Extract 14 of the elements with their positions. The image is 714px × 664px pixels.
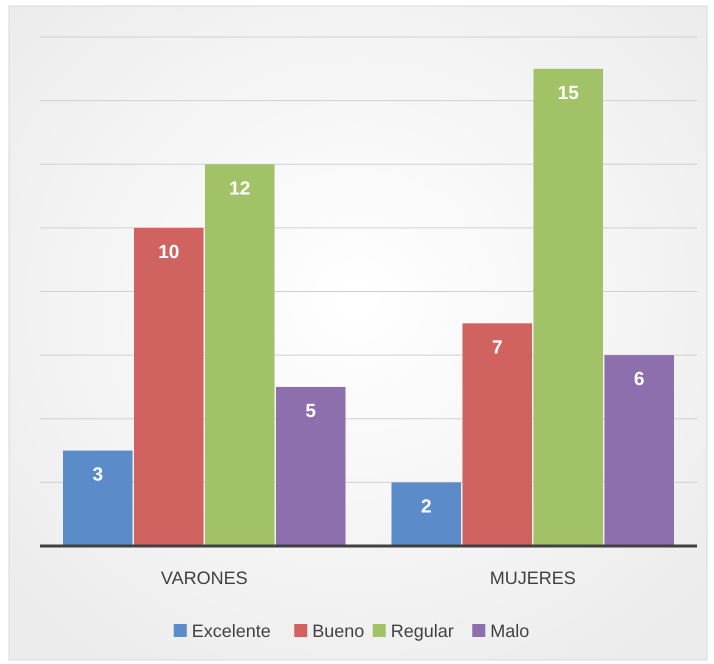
data-label: 2	[420, 496, 432, 518]
x-tick-label: VARONES	[160, 568, 248, 588]
legend-label: Malo	[490, 621, 530, 641]
x-tick-label: MUJERES	[490, 568, 576, 588]
data-label: 15	[558, 82, 580, 104]
data-label: 3	[92, 464, 104, 486]
legend-label: Excelente	[192, 621, 271, 641]
legend-label: Regular	[390, 621, 454, 641]
data-label: 7	[492, 337, 503, 358]
data-label: 12	[229, 178, 250, 200]
data-label: 6	[634, 369, 645, 390]
data-label: 10	[158, 242, 180, 263]
legend-label: Bueno	[312, 621, 364, 641]
data-label: 5	[305, 400, 316, 422]
